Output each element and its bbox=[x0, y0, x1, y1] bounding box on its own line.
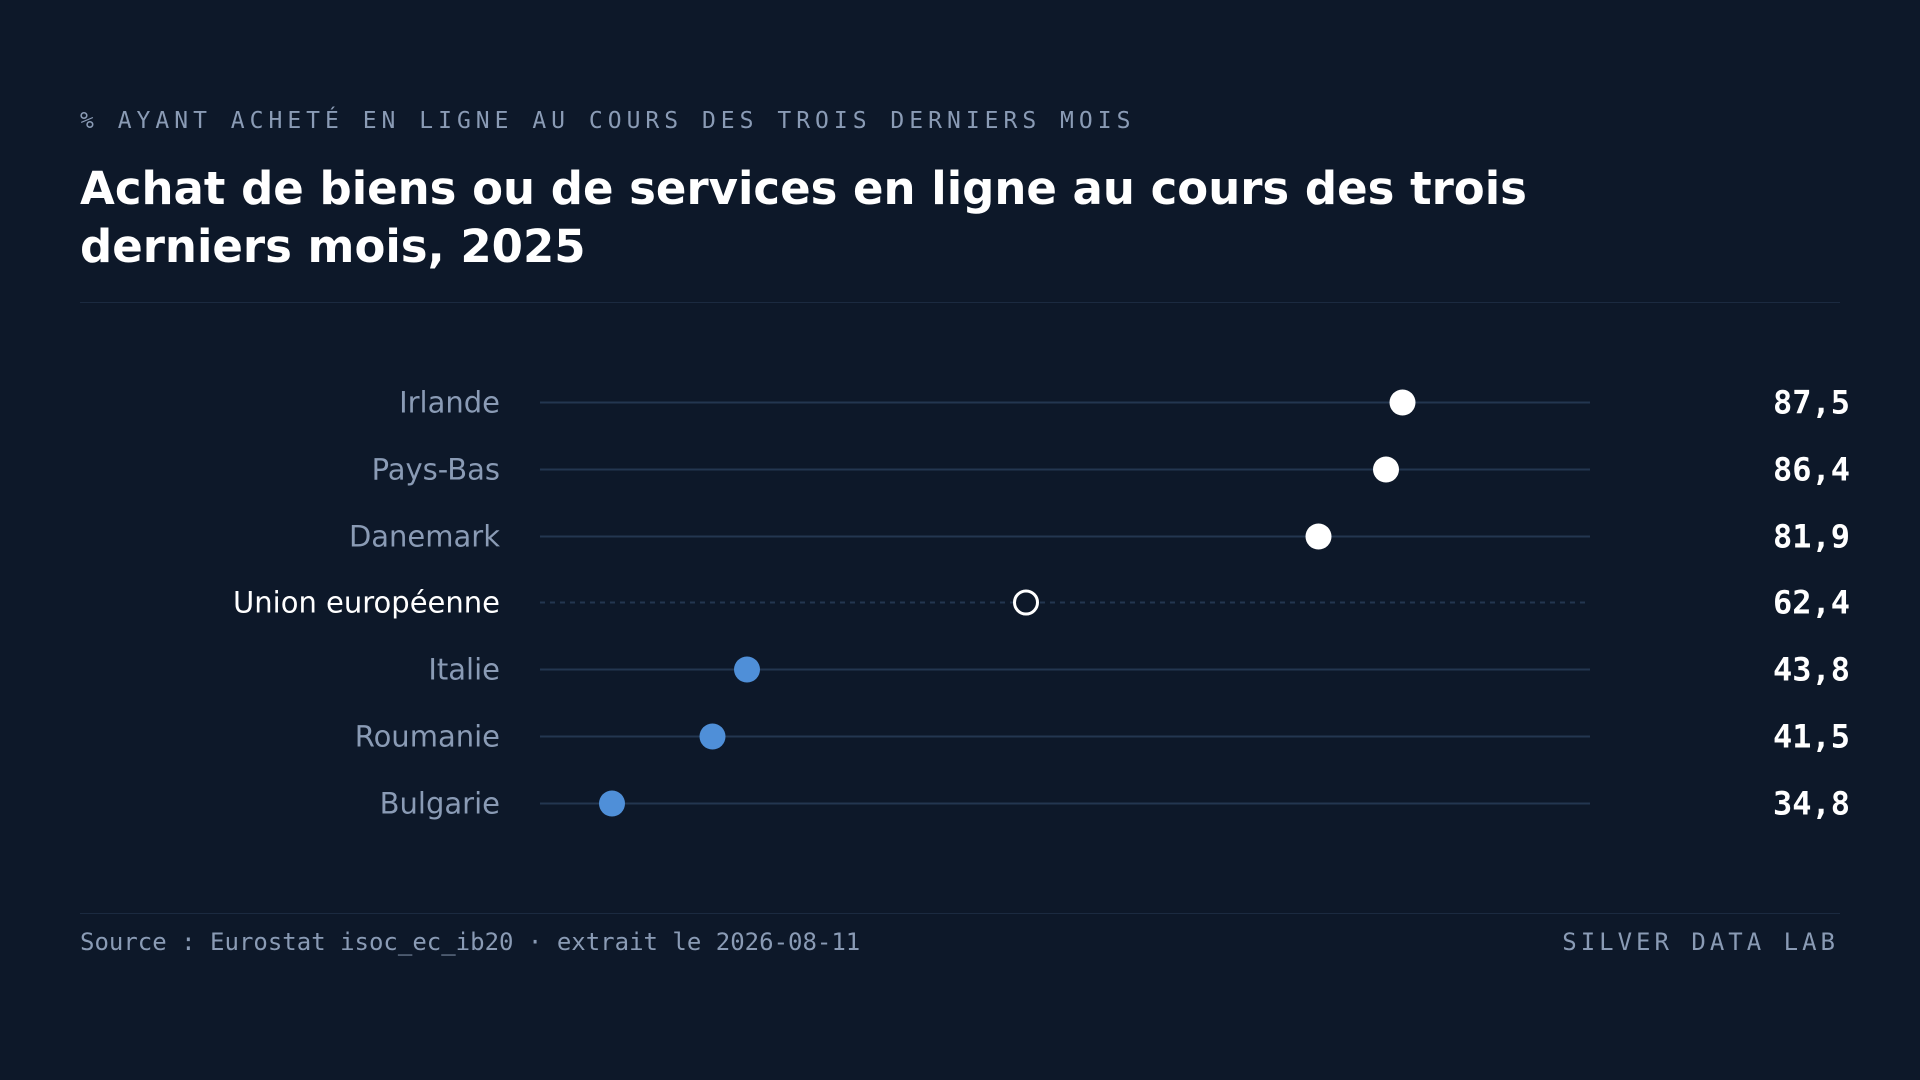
category-label-irlande: Irlande bbox=[399, 386, 500, 420]
category-label-bulgarie: Bulgarie bbox=[380, 787, 500, 821]
data-point-danemark bbox=[1305, 523, 1332, 550]
data-point-union-europeenne bbox=[1013, 589, 1039, 616]
header-divider bbox=[80, 302, 1840, 303]
value-label-pays-bas: 86,4 bbox=[1773, 451, 1850, 489]
category-label-pays-bas: Pays-Bas bbox=[372, 453, 500, 487]
category-label-roumanie: Roumanie bbox=[355, 720, 500, 754]
category-label-union-europeenne: Union européenne bbox=[233, 586, 500, 620]
data-point-bulgarie bbox=[599, 790, 625, 817]
value-label-roumanie: 41,5 bbox=[1773, 718, 1850, 756]
data-point-italie bbox=[734, 656, 760, 683]
value-label-italie: 43,8 bbox=[1773, 651, 1850, 689]
chart-title: Achat de biens ou de services en ligne a… bbox=[80, 162, 1527, 273]
chart-eyebrow: % AYANT ACHETÉ EN LIGNE AU COURS DES TRO… bbox=[80, 108, 1136, 134]
footer-divider bbox=[80, 913, 1840, 914]
source-note: Source : Eurostat isoc_ec_ib20 · extrait… bbox=[80, 928, 861, 956]
brand-label: SILVER DATA LAB bbox=[1562, 928, 1839, 956]
value-label-danemark: 81,9 bbox=[1773, 518, 1850, 556]
data-point-irlande bbox=[1389, 389, 1416, 416]
value-label-irlande: 87,5 bbox=[1773, 384, 1850, 422]
category-label-italie: Italie bbox=[428, 653, 500, 687]
category-label-danemark: Danemark bbox=[349, 520, 500, 554]
data-point-pays-bas bbox=[1373, 456, 1399, 483]
value-label-bulgarie: 34,8 bbox=[1773, 785, 1850, 823]
value-label-union-europeenne: 62,4 bbox=[1773, 584, 1850, 622]
data-point-roumanie bbox=[699, 723, 726, 750]
